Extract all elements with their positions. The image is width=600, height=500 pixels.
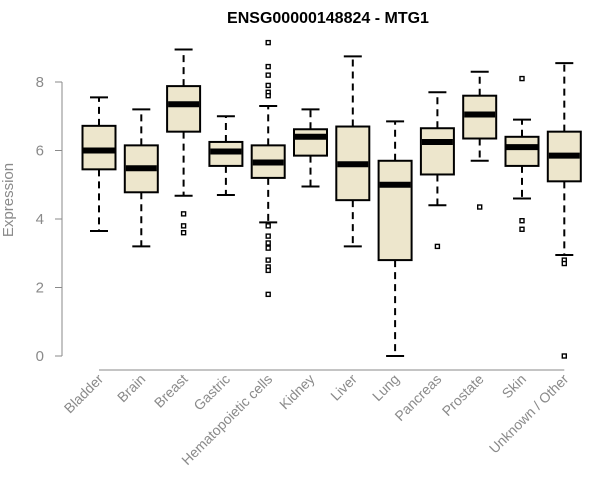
outlier-point xyxy=(180,223,187,229)
box-9 xyxy=(419,91,455,250)
x-tick-label: Kidney xyxy=(276,371,318,413)
y-axis-label: Expression xyxy=(0,163,17,237)
box-2 xyxy=(123,108,159,248)
iqr-box xyxy=(377,159,413,262)
outlier-point xyxy=(265,257,271,263)
box-10 xyxy=(462,70,498,210)
outlier-point xyxy=(265,223,271,229)
box-8 xyxy=(377,120,413,357)
iqr-box xyxy=(166,85,202,133)
outlier-point xyxy=(265,233,271,239)
outlier-point xyxy=(519,226,525,232)
outlier-point xyxy=(180,211,187,217)
y-tick-label: 4 xyxy=(36,211,44,228)
outlier-point xyxy=(477,204,483,210)
outlier-point xyxy=(265,72,271,78)
box-3 xyxy=(166,48,202,236)
iqr-box xyxy=(504,135,540,167)
outlier-point xyxy=(265,63,271,70)
outlier-point xyxy=(265,92,271,99)
y-axis: 0 2 4 6 8 xyxy=(36,74,63,365)
x-tick-label: Skin xyxy=(499,371,530,402)
box-7 xyxy=(335,55,371,248)
x-tick-label: Liver xyxy=(327,371,360,404)
x-tick-label: Bladder xyxy=(61,371,107,417)
outlier-point xyxy=(265,291,271,298)
x-tick-label: Unknown / Other xyxy=(486,371,572,457)
outlier-point xyxy=(265,245,271,251)
y-tick-label: 8 xyxy=(36,74,44,91)
box-5 xyxy=(250,39,286,298)
box-12 xyxy=(546,62,582,359)
x-tick-label: Prostate xyxy=(439,371,487,419)
x-tick-label: Brain xyxy=(114,371,148,405)
iqr-box xyxy=(419,127,455,176)
outlier-point xyxy=(561,353,567,359)
box-6 xyxy=(293,108,328,188)
outlier-point xyxy=(519,218,525,224)
outlier-point xyxy=(434,243,441,250)
outlier-point xyxy=(265,240,271,246)
box-4 xyxy=(208,115,244,197)
x-tick-label: Lung xyxy=(369,371,402,404)
outlier-point xyxy=(180,229,187,236)
y-tick-label: 2 xyxy=(36,280,44,297)
outlier-point xyxy=(265,267,271,274)
y-tick-label: 0 xyxy=(36,348,44,365)
outlier-point xyxy=(265,82,271,89)
outlier-point xyxy=(561,260,567,267)
x-tick-label: Pancreas xyxy=(391,371,444,424)
outlier-point xyxy=(519,75,525,82)
box-1 xyxy=(81,96,117,232)
y-tick-label: 6 xyxy=(36,143,44,160)
box-11 xyxy=(504,75,540,232)
iqr-box xyxy=(293,128,328,157)
chart-title: ENSG00000148824 - MTG1 xyxy=(227,10,429,27)
x-tick-label: Breast xyxy=(151,371,191,411)
boxes-group xyxy=(81,39,582,359)
outlier-point xyxy=(265,39,271,46)
